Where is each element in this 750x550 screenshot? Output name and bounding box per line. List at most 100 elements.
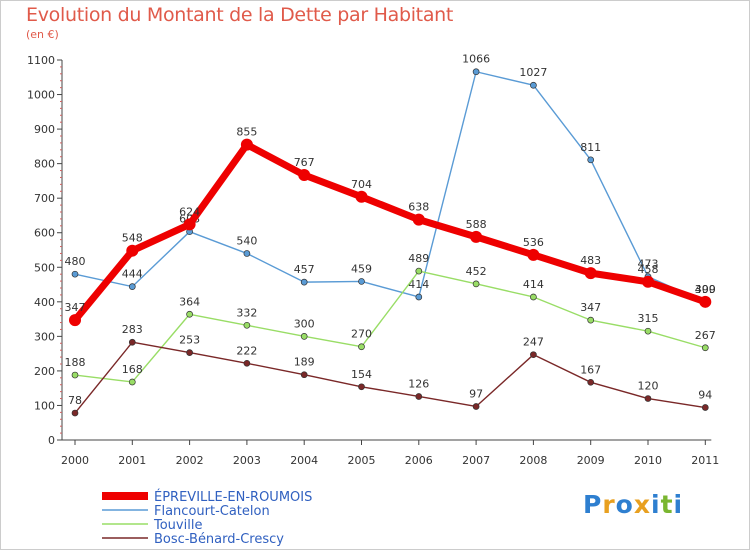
x-tick-label: 2000 <box>61 454 89 467</box>
data-point <box>186 349 193 356</box>
data-label: 267 <box>695 329 716 342</box>
data-point <box>183 218 196 231</box>
data-label: 300 <box>294 317 315 330</box>
series-line <box>74 270 706 383</box>
x-tick-label: 2004 <box>290 454 318 467</box>
data-label: 347 <box>580 301 601 314</box>
data-point <box>644 327 652 335</box>
data-label: 222 <box>236 344 257 357</box>
data-point <box>587 378 595 386</box>
data-point <box>701 404 709 411</box>
series-line <box>74 71 706 303</box>
chart-subtitle: (en €) <box>26 28 59 41</box>
data-point <box>701 344 709 352</box>
data-label: 444 <box>122 268 143 281</box>
data-label: 189 <box>294 356 315 369</box>
data-label: 78 <box>68 394 82 407</box>
y-tick-label: 100 <box>34 399 55 412</box>
series-line <box>74 341 706 414</box>
y-tick-label: 500 <box>34 261 55 274</box>
data-label: 253 <box>179 334 200 347</box>
data-point <box>358 278 365 285</box>
data-point <box>472 280 480 288</box>
y-tick-label: 800 <box>34 158 55 171</box>
x-tick-label: 2011 <box>691 454 719 467</box>
data-point <box>472 68 480 76</box>
data-point <box>358 383 365 391</box>
data-label: 811 <box>580 141 601 154</box>
legend-label: Flancourt-Catelon <box>154 504 270 519</box>
x-tick-label: 2003 <box>233 454 261 467</box>
data-label: 332 <box>236 306 257 319</box>
data-label: 459 <box>351 262 372 275</box>
data-label: 94 <box>698 389 712 402</box>
data-label: 452 <box>466 265 487 278</box>
x-tick-label: 2009 <box>577 454 605 467</box>
data-label: 1027 <box>519 66 547 79</box>
data-label: 588 <box>466 218 487 231</box>
data-point <box>412 213 425 226</box>
data-point <box>126 244 139 257</box>
data-point <box>530 81 537 89</box>
data-point <box>186 310 193 318</box>
data-point <box>355 190 368 203</box>
legend-item: Flancourt-Catelon <box>102 504 270 519</box>
data-point <box>300 278 308 286</box>
y-tick-label: 900 <box>34 123 55 136</box>
y-tick-label: 600 <box>34 227 55 240</box>
y-tick-label: 0 <box>48 434 55 447</box>
series-line <box>71 141 709 324</box>
y-tick-label: 1100 <box>27 54 55 67</box>
data-point <box>298 169 311 182</box>
data-point <box>358 343 365 351</box>
data-label: 347 <box>65 301 86 314</box>
data-label: 247 <box>523 336 544 349</box>
y-tick-label: 300 <box>34 330 55 343</box>
x-tick-label: 2006 <box>405 454 433 467</box>
data-label: 457 <box>294 263 315 276</box>
x-tick-label: 2007 <box>462 454 490 467</box>
data-point <box>530 351 537 359</box>
y-tick-label: 400 <box>34 296 55 309</box>
data-label: 1066 <box>462 53 490 66</box>
data-label: 168 <box>122 363 143 376</box>
series-layer: 4804446035404574594141066102781147339918… <box>65 53 716 417</box>
data-point <box>71 371 79 379</box>
series-0: 48044460354045745941410661027811473399 <box>65 53 716 306</box>
legend-label: Bosc-Bénard-Crescy <box>154 532 284 547</box>
data-label: 315 <box>638 312 659 325</box>
data-point <box>415 393 423 400</box>
data-label: 283 <box>122 323 143 336</box>
data-point <box>587 316 595 324</box>
x-tick-label: 2008 <box>519 454 547 467</box>
data-point <box>644 395 652 402</box>
data-point <box>71 409 79 417</box>
data-point <box>71 270 79 278</box>
y-tick-label: 1000 <box>27 89 55 102</box>
data-label: 624 <box>179 205 200 218</box>
data-label: 458 <box>638 263 659 276</box>
chart-title: Evolution du Montant de la Dette par Hab… <box>26 4 454 26</box>
data-label: 400 <box>695 283 716 296</box>
data-label: 638 <box>408 201 429 214</box>
data-label: 399 <box>695 283 716 296</box>
legend-label: Touville <box>153 518 202 533</box>
x-tick-label: 2001 <box>118 454 146 467</box>
data-label: 414 <box>523 278 544 291</box>
data-point <box>699 295 712 308</box>
x-tick-label: 2005 <box>348 454 376 467</box>
series-1: 188 168 364 332 300 270 489 452 414 347 315 267 <box>65 252 716 386</box>
data-label: 855 <box>236 126 257 139</box>
data-label: 188 <box>65 356 86 369</box>
data-label: 97 <box>469 387 483 400</box>
legend-item: Touville <box>102 518 202 533</box>
data-label: 270 <box>351 328 372 341</box>
data-label: 167 <box>580 363 601 376</box>
data-point <box>243 250 251 257</box>
axes: 0 100 200 300 400 500 600 700 800 900 1000 1100 2000… <box>27 54 719 467</box>
data-point <box>128 283 136 290</box>
data-point <box>415 293 423 301</box>
legend-item: ÉPREVILLE-EN-ROUMOIS <box>102 489 312 505</box>
data-point <box>69 314 81 327</box>
x-tick-label: 2002 <box>176 454 204 467</box>
